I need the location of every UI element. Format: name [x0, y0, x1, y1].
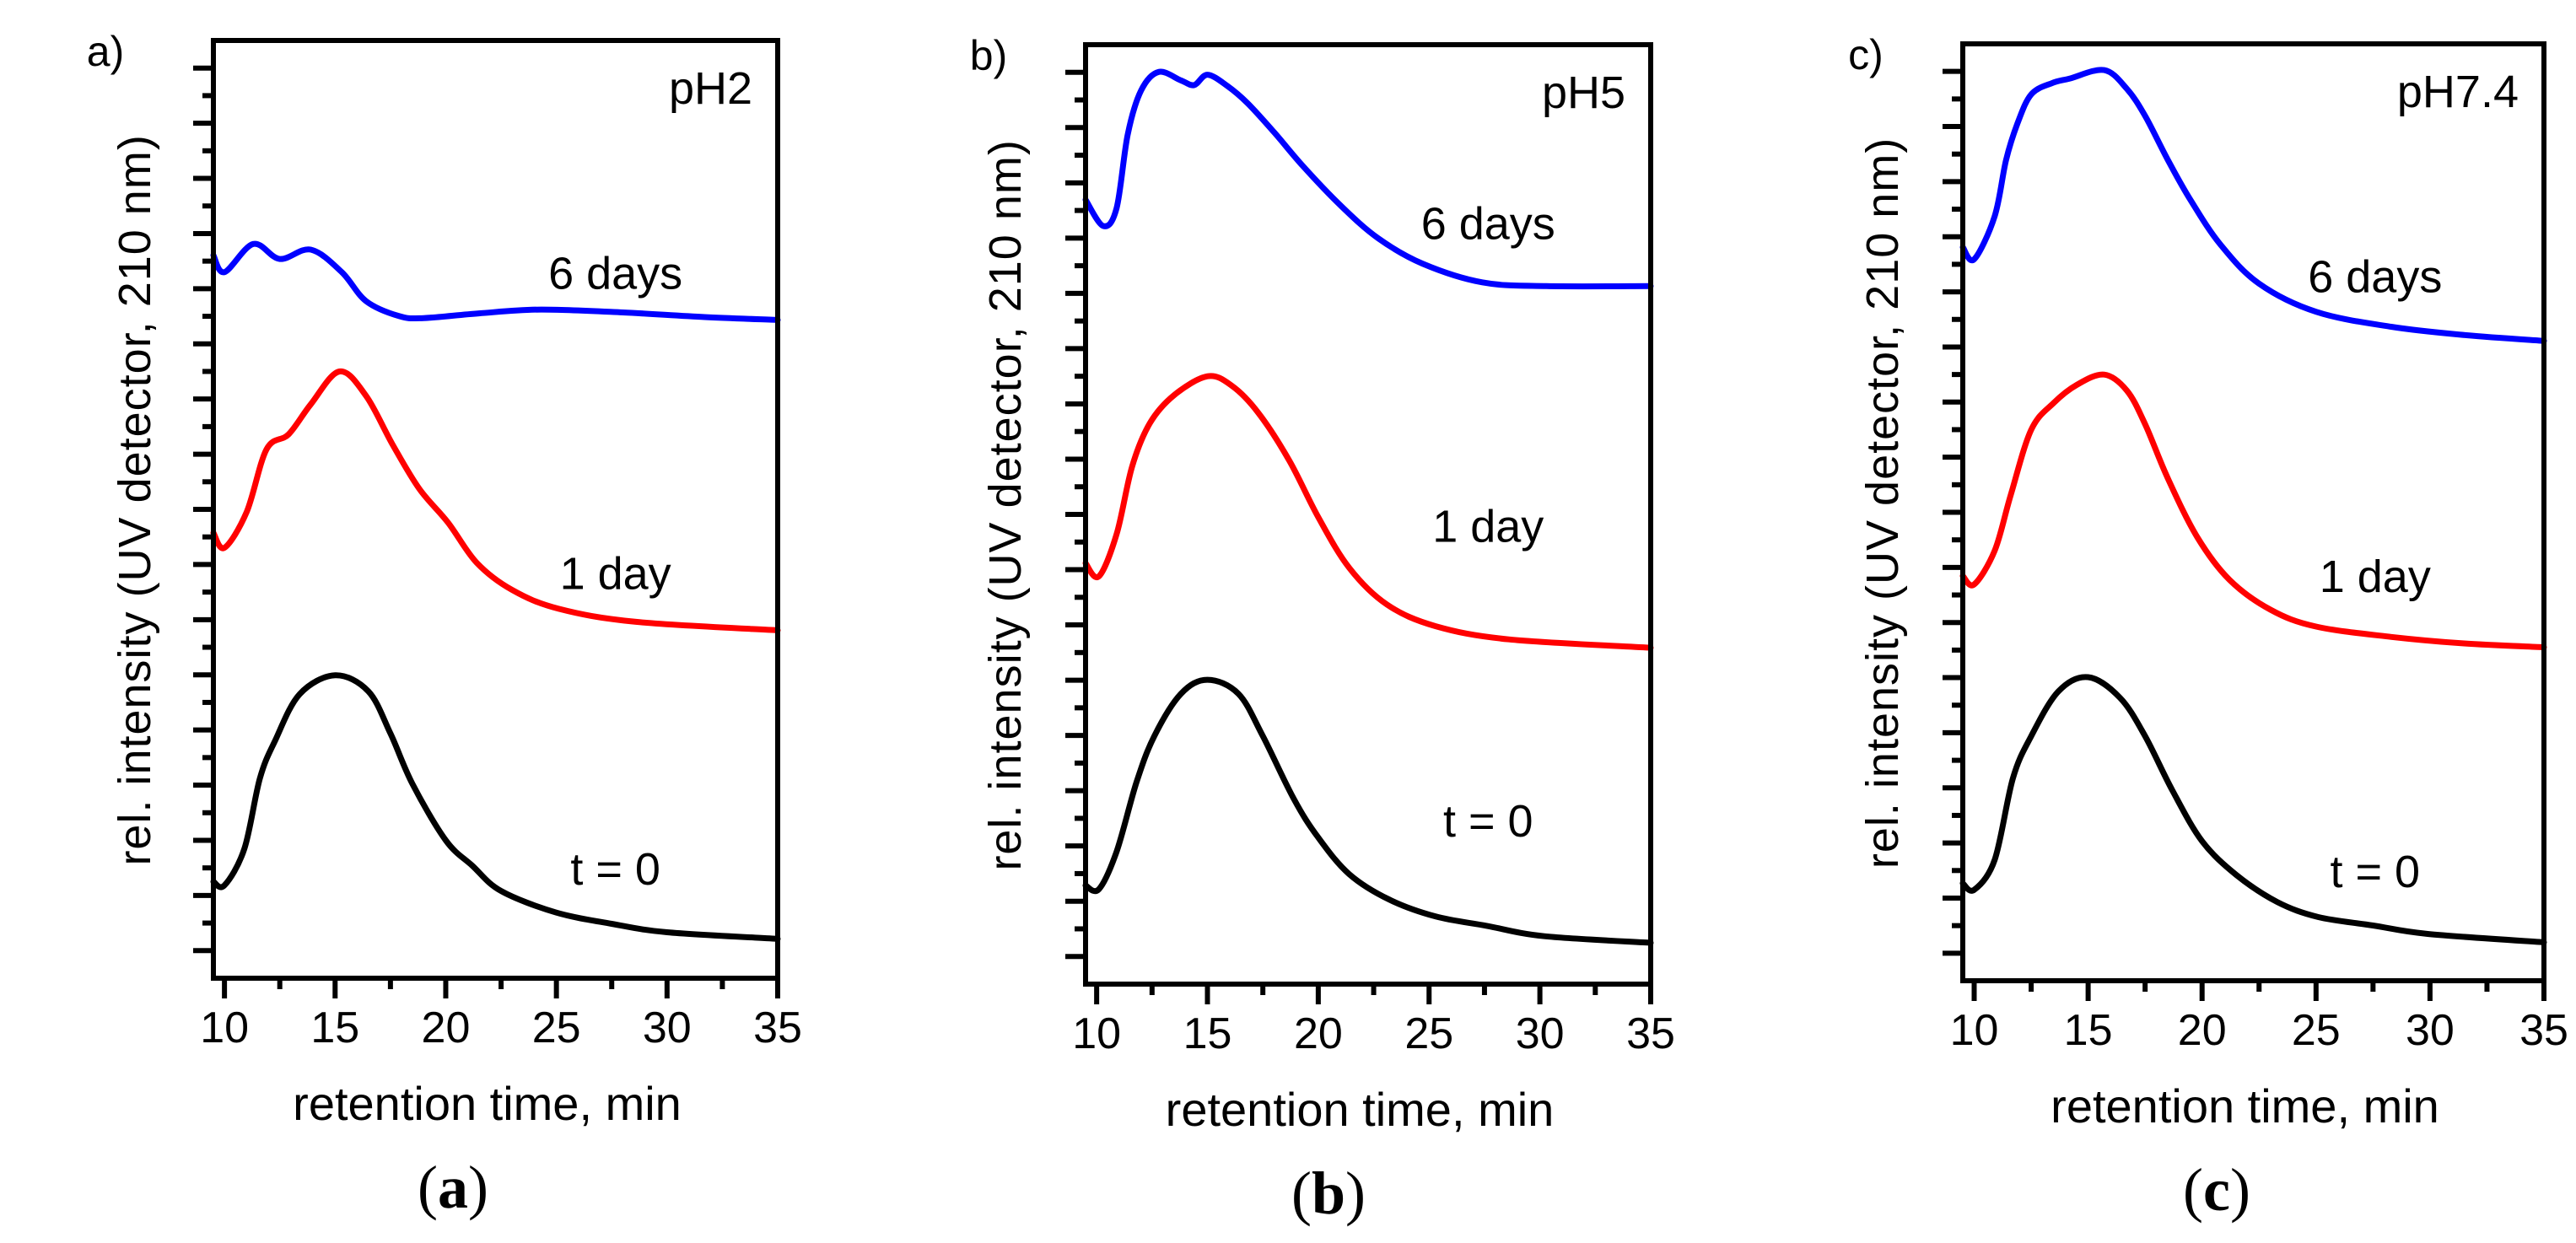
series-label-1-day: 1 day	[2320, 552, 2431, 602]
panel-a: a) rel. intensity (UV detector, 210 nm) …	[87, 28, 802, 1221]
series-label-1-day: 1 day	[1432, 501, 1544, 552]
y-axis-title: rel. intensity (UV detector, 210 nm)	[110, 134, 160, 865]
condition-label: pH7.4	[2397, 67, 2519, 117]
series-line-1-day	[1959, 371, 2547, 650]
x-tick-label: 15	[2064, 1006, 2113, 1055]
y-axis-title: rel. intensity (UV detector, 210 nm)	[980, 139, 1031, 870]
series-label-t-0: t = 0	[1443, 796, 1533, 847]
condition-label: pH2	[669, 63, 752, 114]
x-tick-label: 15	[310, 1004, 359, 1052]
condition-label: pH5	[1542, 67, 1625, 118]
panel-b: b) rel. intensity (UV detector, 210 nm) …	[970, 32, 1675, 1227]
caption-letter: a	[438, 1154, 468, 1221]
series-label-t-0: t = 0	[570, 844, 660, 895]
series-label-6-days: 6 days	[548, 249, 682, 299]
curves: 6 days 1 day t = 0	[1082, 68, 1654, 946]
panel-caption: (c)	[2183, 1156, 2250, 1224]
x-axis-title: retention time, min	[2051, 1079, 2439, 1133]
caption-letter: b	[1312, 1160, 1345, 1227]
series-line-t-0	[1082, 676, 1654, 946]
caption-letter: c	[2203, 1156, 2230, 1224]
x-tick-label: 10	[200, 1004, 249, 1052]
series-label-t-0: t = 0	[2331, 847, 2421, 897]
panel-tag: a)	[87, 28, 124, 75]
x-tick-label: 30	[643, 1004, 692, 1052]
x-tick-label: 25	[532, 1004, 581, 1052]
x-tick-label: 35	[753, 1004, 802, 1052]
series-line-t-0	[210, 672, 781, 942]
x-tick-label: 25	[2292, 1006, 2341, 1055]
x-tick-label: 20	[1294, 1009, 1343, 1058]
x-tick-label: 20	[2178, 1006, 2227, 1055]
panel-c: c) rel. intensity (UV detector, 210 nm) …	[1848, 31, 2568, 1224]
x-axis-title: retention time, min	[293, 1077, 682, 1130]
x-tick-label: 30	[1516, 1009, 1565, 1058]
series-line-6-days	[1082, 68, 1654, 290]
plot-frame	[1083, 42, 1653, 987]
x-tick-label: 35	[2519, 1006, 2568, 1055]
series-line-6-days	[210, 240, 781, 323]
series-label-6-days: 6 days	[2308, 251, 2442, 302]
series-line-1-day	[210, 368, 781, 633]
y-axis-title: rel. intensity (UV detector, 210 nm)	[1857, 137, 1908, 869]
series-label-6-days: 6 days	[1421, 199, 1555, 250]
panel-caption: (a)	[418, 1154, 488, 1221]
plot-frame	[1960, 41, 2546, 983]
series-line-t-0	[1959, 674, 2547, 945]
panel-tag: b)	[970, 32, 1007, 79]
x-tick-label: 10	[1072, 1009, 1121, 1058]
x-tick-label: 20	[422, 1004, 471, 1052]
axis-ticks: 10 15 20 25 30 35	[193, 65, 802, 1052]
x-tick-label: 15	[1183, 1009, 1232, 1058]
x-tick-label: 25	[1404, 1009, 1453, 1058]
x-tick-label: 30	[2406, 1006, 2455, 1055]
x-axis-title: retention time, min	[1166, 1083, 1555, 1136]
series-line-6-days	[1959, 67, 2547, 344]
series-line-1-day	[1082, 373, 1654, 651]
panel-tag: c)	[1848, 31, 1883, 78]
x-tick-label: 10	[1950, 1006, 1999, 1055]
curves: 6 days 1 day t = 0	[1959, 67, 2547, 945]
plot-frame	[211, 38, 780, 981]
series-label-1-day: 1 day	[560, 549, 671, 600]
x-tick-label: 35	[1626, 1009, 1675, 1058]
panel-caption: (b)	[1291, 1160, 1366, 1227]
curves: 6 days 1 day t = 0	[210, 240, 781, 942]
